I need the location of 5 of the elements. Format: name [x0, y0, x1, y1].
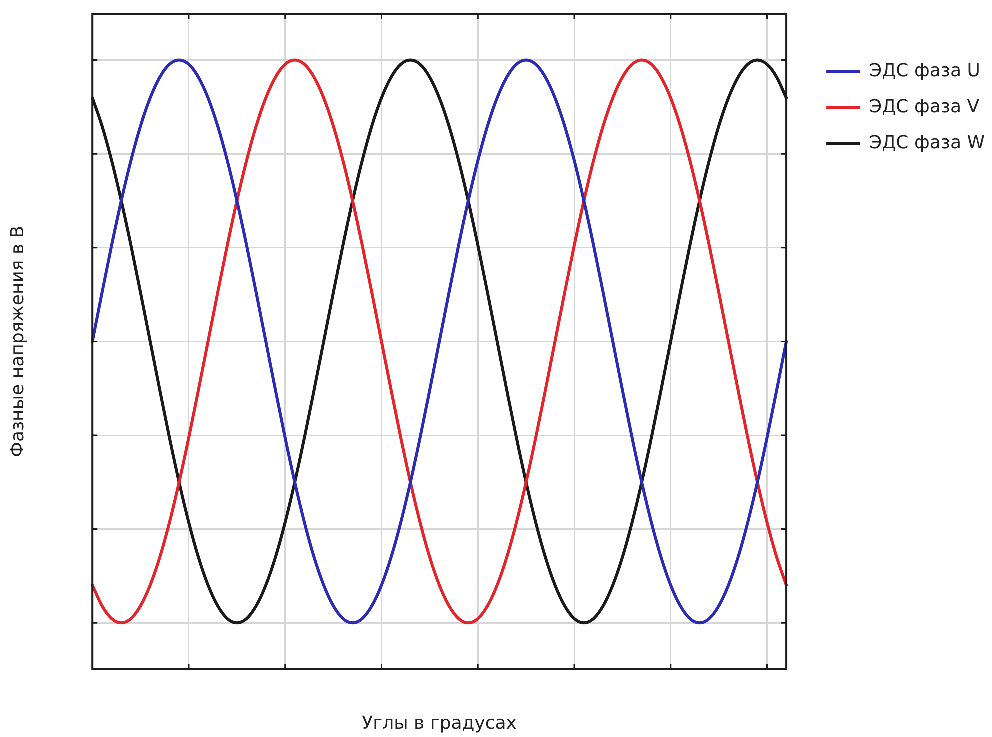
- legend-label: ЭДС фаза W: [870, 132, 986, 154]
- legend-label: ЭДС фаза V: [870, 96, 980, 118]
- y-axis-title: Фазные напряжения в В: [7, 226, 28, 458]
- legend-label: ЭДС фаза U: [870, 60, 980, 82]
- x-axis-title: Углы в градусах: [362, 712, 518, 734]
